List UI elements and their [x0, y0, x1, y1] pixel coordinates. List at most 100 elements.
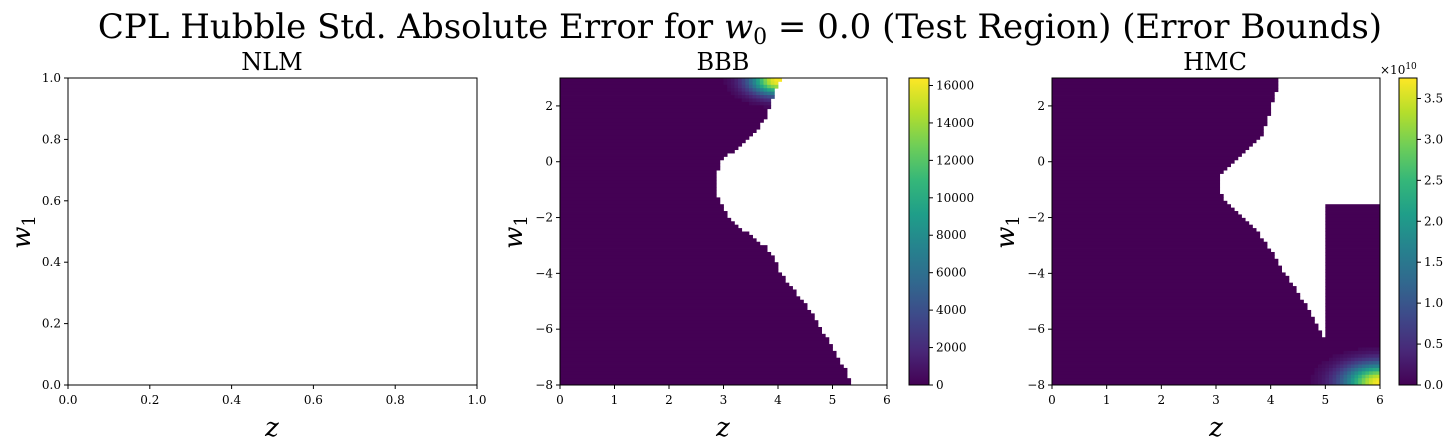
colorbar-tick-label: 16000: [936, 78, 974, 92]
heatmap-cell: [1314, 371, 1319, 376]
heatmap-cell: [1325, 303, 1381, 307]
heatmap-cell: [763, 88, 768, 93]
heatmap-cell: [1365, 378, 1370, 382]
heatmap-cell: [734, 84, 739, 89]
heatmap-cell: [1343, 371, 1348, 376]
heatmap-cell: [767, 91, 772, 96]
heatmap-cell: [1328, 378, 1334, 382]
heatmap-cell: [1358, 374, 1363, 379]
y-tick-label: −8: [535, 378, 553, 392]
heatmap-cell: [1052, 323, 1319, 328]
heatmap-cell: [759, 81, 764, 86]
heatmap-cell: [1336, 378, 1341, 382]
heatmap-cell: [560, 108, 768, 113]
heatmap-cell: [1052, 95, 1275, 99]
colorbar-gradient: [908, 77, 930, 386]
y-tick-label: −4: [535, 266, 553, 280]
heatmap-cell: [752, 78, 757, 82]
heatmap-cell: [1372, 378, 1377, 382]
heatmap-cell: [1372, 350, 1377, 355]
heatmap-cell: [1361, 378, 1366, 382]
colorbar-tick-label: 1.0: [1424, 296, 1443, 310]
heatmap-cell: [1332, 361, 1337, 365]
heatmap-cell: [1347, 367, 1352, 372]
heatmap-cell: [1325, 272, 1381, 277]
heatmap-cell: [767, 88, 772, 93]
heatmap-cell: [560, 159, 721, 164]
heatmap-cell: [1347, 357, 1352, 362]
heatmap-cell: [1365, 374, 1370, 379]
heatmap-cell: [759, 98, 764, 103]
heatmap-cell: [560, 228, 743, 232]
heatmap-cell: [560, 316, 815, 321]
heatmap-cell: [756, 88, 761, 93]
y-tick-label: −4: [1027, 266, 1045, 280]
heatmap-cell: [560, 330, 822, 335]
heatmap-cell: [1325, 221, 1381, 226]
heatmap-cell: [752, 84, 757, 89]
heatmap-cell: [1336, 371, 1341, 376]
heatmap-cell: [1358, 378, 1363, 382]
heatmap-cell: [1372, 381, 1377, 386]
heatmap-cell: [560, 207, 724, 212]
colorbar-tick-label: 2.5: [1424, 173, 1443, 187]
colorbar-bbb: 0 2000 4000 6000 8000 10000 12000 14000 16000: [908, 77, 974, 392]
colorbar-tick-label: 10000: [936, 191, 974, 205]
heatmap-cell: [1052, 78, 1279, 82]
heatmap-cell: [1350, 374, 1355, 379]
heatmap-cell: [1052, 197, 1224, 202]
heatmap-cell: [1325, 214, 1381, 219]
heatmap-cell: [1325, 238, 1381, 243]
heatmap-cell: [1325, 251, 1381, 256]
heatmap-cell: [1376, 381, 1381, 386]
colorbar-tick-label: 0.0: [1424, 378, 1443, 392]
heatmap-cell: [1361, 374, 1366, 379]
heatmap-cell: [560, 132, 753, 137]
heatmap-cell: [560, 313, 815, 318]
heatmap-cell: [1325, 217, 1381, 222]
heatmap-cell: [1336, 381, 1341, 386]
heatmap-cell: [1372, 357, 1377, 362]
heatmap-cell: [767, 78, 772, 82]
heatmap-cell: [1052, 142, 1253, 147]
heatmap-cell: [734, 81, 739, 86]
heatmap-cell: [1372, 354, 1377, 359]
colorbar-tick-label: 4000: [936, 303, 967, 317]
heatmap-cell: [1365, 361, 1370, 365]
heatmap-cell: [759, 84, 764, 89]
heatmap-cell: [727, 84, 732, 89]
heatmap-cell: [1343, 357, 1348, 362]
axes-frame-hmc: [1051, 77, 1381, 386]
heatmap-cell: [1361, 357, 1366, 362]
colorbar-tick-label: 1.5: [1424, 255, 1443, 269]
heatmap-cell: [1325, 333, 1381, 338]
panel-hmc: HMC 0 1 2 3 4 5 6 −8 −6 −4 −2 0 2 z w1 0.0 0.5 1.0 1.5 2…: [991, 48, 1443, 443]
panel-title-bbb: BBB: [697, 48, 750, 76]
panel-title-hmc: HMC: [1183, 48, 1247, 76]
y-axis-label-hmc: w1: [991, 215, 1024, 249]
heatmap-bbb: [560, 78, 852, 386]
heatmap-cell: [1369, 378, 1374, 382]
panel-nlm: NLM 0.0 0.2 0.4 0.6 0.8 1.0 0.0 0.2 0.4 0.6 0.8 1.0…: [7, 48, 487, 443]
x-tick-label: 3: [720, 393, 728, 407]
heatmap-cell: [1336, 374, 1341, 379]
heatmap-cell: [1325, 330, 1381, 335]
heatmap-cell: [560, 309, 812, 314]
heatmap-cell: [767, 98, 772, 103]
y-tick-label: 0: [1037, 155, 1045, 169]
heatmap-cell: [1336, 364, 1341, 369]
heatmap-cell: [1336, 354, 1341, 359]
heatmap-cell: [560, 282, 790, 287]
heatmap-cell: [1328, 367, 1334, 372]
heatmap-cell: [1354, 381, 1359, 386]
heatmap-cell: [1376, 350, 1381, 355]
heatmap-cell: [730, 78, 735, 82]
heatmap-cell: [1325, 275, 1381, 280]
heatmap-cell: [1052, 258, 1279, 263]
heatmap-cell: [752, 98, 757, 103]
heatmap-cell: [1052, 327, 1319, 331]
heatmap-cell: [1052, 200, 1228, 205]
heatmap-cell: [759, 101, 764, 106]
heatmap-cell: [1321, 371, 1326, 376]
